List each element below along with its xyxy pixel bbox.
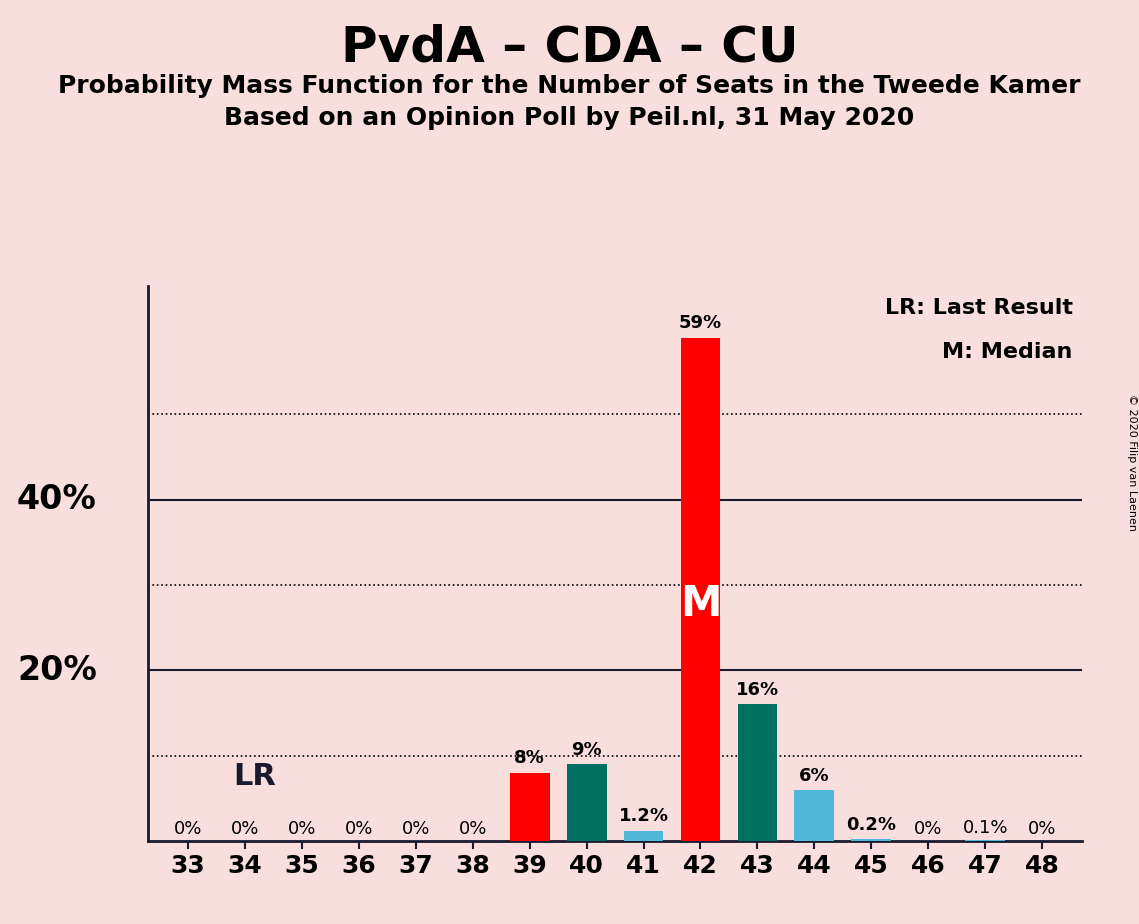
Text: M: Median: M: Median (942, 342, 1073, 362)
Text: 9%: 9% (572, 741, 601, 759)
Text: 6%: 6% (800, 767, 829, 784)
Text: M: M (680, 583, 721, 626)
Text: Based on an Opinion Poll by Peil.nl, 31 May 2020: Based on an Opinion Poll by Peil.nl, 31 … (224, 106, 915, 130)
Text: 0%: 0% (1029, 821, 1056, 838)
Text: 0%: 0% (915, 821, 942, 838)
Text: 0%: 0% (459, 821, 486, 838)
Text: 20%: 20% (17, 654, 97, 687)
Text: 16%: 16% (736, 681, 779, 699)
Text: 1.2%: 1.2% (618, 808, 669, 825)
Bar (681, 337, 721, 841)
Text: 0%: 0% (402, 821, 429, 838)
Text: 0%: 0% (231, 821, 259, 838)
Text: LR: LR (233, 762, 277, 791)
Text: 0%: 0% (288, 821, 316, 838)
Bar (794, 790, 834, 841)
Text: 40%: 40% (17, 483, 97, 517)
Text: PvdA – CDA – CU: PvdA – CDA – CU (341, 23, 798, 71)
Text: 0%: 0% (174, 821, 202, 838)
Bar (737, 704, 777, 841)
Text: LR: Last Result: LR: Last Result (885, 298, 1073, 318)
Bar (510, 772, 550, 841)
Text: Probability Mass Function for the Number of Seats in the Tweede Kamer: Probability Mass Function for the Number… (58, 74, 1081, 98)
Text: 8%: 8% (515, 749, 544, 768)
Bar (623, 831, 663, 841)
Bar (851, 839, 892, 841)
Text: 0.1%: 0.1% (962, 820, 1008, 837)
Bar (566, 764, 607, 841)
Text: 0%: 0% (345, 821, 372, 838)
Text: 0.2%: 0.2% (846, 816, 896, 834)
Text: 59%: 59% (679, 314, 722, 333)
Text: © 2020 Filip van Laenen: © 2020 Filip van Laenen (1126, 394, 1137, 530)
